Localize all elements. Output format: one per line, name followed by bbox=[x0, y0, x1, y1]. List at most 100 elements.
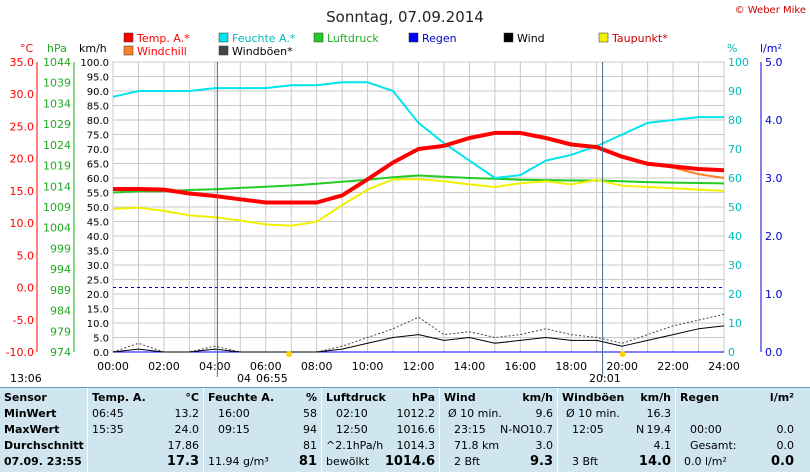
humidity-max-value: 94 bbox=[303, 423, 317, 436]
wind-avg10-label: Ø 10 min. bbox=[448, 407, 502, 420]
rain-column: Regen l/m² 00:00 0.0 Gesamt: 0.0 0.0 l/m² 0.… bbox=[676, 388, 810, 472]
pressure-unit-label: hPa bbox=[47, 42, 67, 55]
current-timestamp: 07.09. 23:55 bbox=[4, 455, 82, 468]
humidity-column: Feuchte A.% 16:00 58 09:15 94 81 11.94 g/m… bbox=[204, 388, 322, 472]
temp-tick-label: -5.0 bbox=[13, 314, 34, 327]
temp-current-value: 17.3 bbox=[166, 454, 199, 469]
wind-tick-label: 80.0 bbox=[87, 116, 109, 127]
wind-unit-label: km/h bbox=[79, 42, 107, 55]
gust-max-value: 19.4 bbox=[646, 423, 672, 436]
gust-beaufort: 3 Bft bbox=[572, 455, 599, 468]
legend-swatch bbox=[598, 32, 609, 43]
temp-tick-label: 20.0 bbox=[10, 153, 35, 166]
pressure-tick-label: 1034 bbox=[43, 97, 71, 110]
wind-avg10-value: 9.6 bbox=[535, 407, 554, 420]
humidity-tick-label: 90 bbox=[728, 85, 742, 98]
time-tick-label: 12:00 bbox=[403, 360, 435, 373]
max-row-label: MaxWert bbox=[4, 423, 60, 436]
legend-label: Temp. A.* bbox=[136, 32, 190, 45]
wind-tick-label: 60.0 bbox=[87, 174, 109, 185]
time-tick-label: 18:00 bbox=[555, 360, 587, 373]
rain-unit-label: l/m² bbox=[760, 42, 782, 55]
humidity-min-time: 16:00 bbox=[218, 407, 250, 420]
temp-unit: °C bbox=[185, 391, 199, 404]
sunset-label: 20:01 bbox=[589, 372, 621, 385]
pressure-tick-label: 1009 bbox=[43, 201, 71, 214]
wind-tick-label: 5.0 bbox=[93, 334, 109, 345]
pressure-current-value: 1014.6 bbox=[384, 454, 435, 469]
gust-current-value: 14.0 bbox=[638, 454, 671, 469]
legend-label: Taupunkt* bbox=[611, 32, 668, 45]
temp-tick-label: 25.0 bbox=[10, 120, 35, 133]
sunrise-marker bbox=[286, 351, 293, 357]
wind-max-time: 23:15 bbox=[454, 423, 486, 436]
gust-header: Windböen bbox=[562, 391, 625, 404]
humidity-unit-label: % bbox=[727, 42, 737, 55]
temp-tick-label: 0.0 bbox=[17, 282, 35, 295]
wind-header: Wind bbox=[444, 391, 476, 404]
humidity-avg-value: 81 bbox=[303, 439, 317, 452]
legend-label: Windböen* bbox=[232, 45, 293, 58]
time-tick-label: 04:00 bbox=[199, 360, 231, 373]
temp-unit-label: °C bbox=[20, 42, 34, 55]
wind-max-value: 10.7 bbox=[528, 423, 554, 436]
temp-min-time: 06:45 bbox=[92, 407, 124, 420]
pressure-tick-label: 999 bbox=[50, 242, 71, 255]
temp-tick-label: 35.0 bbox=[10, 56, 35, 69]
rain-tick-label: 3.0 bbox=[765, 172, 783, 185]
time-tick-label: 14:00 bbox=[454, 360, 486, 373]
time-tick-label: 08:00 bbox=[301, 360, 333, 373]
gust-max-direction: N bbox=[636, 423, 645, 436]
gust-unit: km/h bbox=[640, 391, 671, 404]
pressure-tick-label: 1024 bbox=[43, 139, 71, 152]
wind-tick-label: 90.0 bbox=[87, 87, 109, 98]
chart-title: Sonntag, 07.09.2014 bbox=[326, 8, 484, 26]
humidity-min-value: 58 bbox=[303, 407, 317, 420]
gust-avg10-value: 16.3 bbox=[646, 407, 672, 420]
rain-tick-label: 2.0 bbox=[765, 230, 783, 243]
gust-avg-value: 4.1 bbox=[653, 439, 672, 452]
pressure-tick-label: 1014 bbox=[43, 180, 71, 193]
rain-header: Regen bbox=[680, 391, 720, 404]
wind-tick-label: 70.0 bbox=[87, 145, 109, 156]
humidity-tick-label: 50 bbox=[728, 201, 742, 214]
humidity-tick-label: 20 bbox=[728, 288, 742, 301]
wind-tick-label: 20.0 bbox=[87, 290, 109, 301]
humidity-header: Feuchte A. bbox=[208, 391, 275, 404]
pressure-trend: ^2.1hPa/h bbox=[326, 439, 384, 452]
pressure-tick-label: 1044 bbox=[43, 56, 71, 69]
gust-max-time: 12:05 bbox=[572, 423, 604, 436]
legend-label: Windchill bbox=[137, 45, 187, 58]
pressure-tick-label: 1029 bbox=[43, 118, 71, 131]
pressure-min-time: 02:10 bbox=[336, 407, 368, 420]
pressure-tick-label: 984 bbox=[50, 305, 71, 318]
humidity-tick-label: 30 bbox=[728, 259, 742, 272]
wind-tick-label: 85.0 bbox=[87, 102, 109, 113]
time-tick-label: 06:00 bbox=[250, 360, 282, 373]
rain-current-value: 0.0 bbox=[770, 454, 794, 469]
wind-line bbox=[112, 325, 725, 353]
legend-label: Regen bbox=[422, 32, 457, 45]
sunset-marker bbox=[619, 351, 626, 357]
pressure-tick-label: 1004 bbox=[43, 222, 71, 235]
dewpoint-line bbox=[112, 178, 725, 227]
legend-swatch bbox=[123, 32, 134, 43]
temp-column: Temp. A. °C 06:45 13.2 15:35 24.0 17.86 17.… bbox=[88, 388, 204, 472]
humidity-tick-label: 40 bbox=[728, 230, 742, 243]
rain-current-amount: 0.0 l/m² bbox=[684, 455, 727, 468]
pressure-forecast: bewölkt bbox=[326, 455, 370, 468]
wind-tick-label: 0.0 bbox=[93, 348, 109, 359]
wind-tick-label: 95.0 bbox=[87, 73, 109, 84]
pressure-tick-label: 979 bbox=[50, 325, 71, 338]
wind-avg-value: 3.0 bbox=[535, 439, 554, 452]
legend-label: Feuchte A.* bbox=[232, 32, 296, 45]
temp-tick-label: -10.0 bbox=[6, 346, 34, 359]
pressure-tick-label: 994 bbox=[50, 263, 71, 276]
temp-max-time: 15:35 bbox=[92, 423, 124, 436]
wind-tick-label: 45.0 bbox=[87, 218, 109, 229]
chart-series bbox=[112, 81, 725, 353]
chart-grid bbox=[112, 61, 725, 353]
pressure-tick-label: 974 bbox=[50, 346, 71, 359]
time-tick-label: 20:00 bbox=[606, 360, 638, 373]
temp-tick-label: 10.0 bbox=[10, 217, 35, 230]
